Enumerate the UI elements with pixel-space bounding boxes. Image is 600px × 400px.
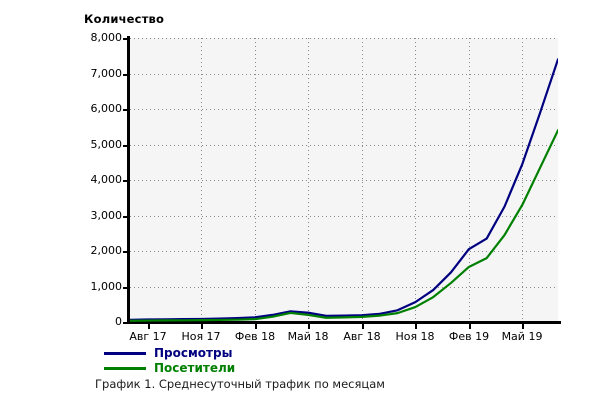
legend-swatch-visitors [104, 366, 146, 370]
x-axis-line [127, 321, 561, 324]
y-axis-tick-label: 7,000 [90, 67, 123, 80]
y-axis-tick [123, 38, 128, 40]
gridline-horizontal [130, 74, 558, 75]
legend-swatch-views [104, 351, 146, 355]
y-axis-tick-label: 6,000 [90, 102, 123, 115]
y-axis-tick [123, 180, 128, 182]
gridline-horizontal [130, 287, 558, 288]
y-axis-tick [123, 251, 128, 253]
x-axis-tick-label: Ноя 17 [181, 330, 221, 343]
y-axis-tick [123, 216, 128, 218]
y-axis-title: Количество [84, 12, 165, 26]
y-axis-tick-label: 1,000 [90, 280, 123, 293]
x-axis-tick [201, 324, 203, 329]
x-axis-tick [469, 324, 471, 329]
x-axis-tick [522, 324, 524, 329]
y-axis-line [127, 36, 130, 324]
x-axis-tick [148, 324, 150, 329]
gridline-vertical [469, 38, 470, 322]
gridline-horizontal [130, 109, 558, 110]
y-axis-tick-label: 2,000 [90, 244, 123, 257]
gridline-horizontal [130, 251, 558, 252]
gridline-horizontal [130, 216, 558, 217]
gridline-vertical [415, 38, 416, 322]
x-axis-tick-label: Фев 18 [234, 330, 276, 343]
series-line-visitors [130, 130, 558, 320]
y-axis-tick [123, 322, 128, 324]
y-axis-tick [123, 287, 128, 289]
gridline-vertical [255, 38, 256, 322]
gridline-horizontal [130, 38, 558, 39]
x-axis-tick [255, 324, 257, 329]
y-axis-tick [123, 74, 128, 76]
legend-label-visitors: Посетители [154, 360, 236, 375]
x-axis-tick-label: Фев 19 [448, 330, 490, 343]
x-axis-tick-label: Авг 18 [343, 330, 381, 343]
x-axis-tick [308, 324, 310, 329]
y-axis-tick-label: 8,000 [90, 31, 123, 44]
gridline-horizontal [130, 180, 558, 181]
legend-label-views: Просмотры [154, 345, 233, 360]
x-axis-tick-label: Ноя 18 [395, 330, 435, 343]
x-axis-tick-label: Авг 17 [129, 330, 167, 343]
gridline-vertical [522, 38, 523, 322]
y-axis-tick-label: 5,000 [90, 138, 123, 151]
chart-caption: График 1. Среднесуточный трафик по месяц… [95, 377, 385, 391]
gridline-vertical [308, 38, 309, 322]
y-axis-tick [123, 109, 128, 111]
y-axis-tick [123, 145, 128, 147]
legend-item-views[interactable]: Просмотры [104, 346, 235, 360]
x-axis-tick [415, 324, 417, 329]
y-axis-tick-label: 3,000 [90, 209, 123, 222]
legend-item-visitors[interactable]: Посетители [104, 361, 235, 375]
x-axis-tick [362, 324, 364, 329]
y-axis-tick-label: 0 [115, 315, 122, 328]
chart-legend: Просмотры Посетители [104, 346, 235, 375]
y-axis-tick-label: 4,000 [90, 173, 123, 186]
gridline-vertical [362, 38, 363, 322]
gridline-vertical [201, 38, 202, 322]
x-axis-tick-label: Май 18 [287, 330, 329, 343]
gridline-horizontal [130, 145, 558, 146]
series-line-views [130, 59, 558, 320]
series-lines [130, 38, 558, 322]
x-axis-tick-label: Май 19 [501, 330, 543, 343]
